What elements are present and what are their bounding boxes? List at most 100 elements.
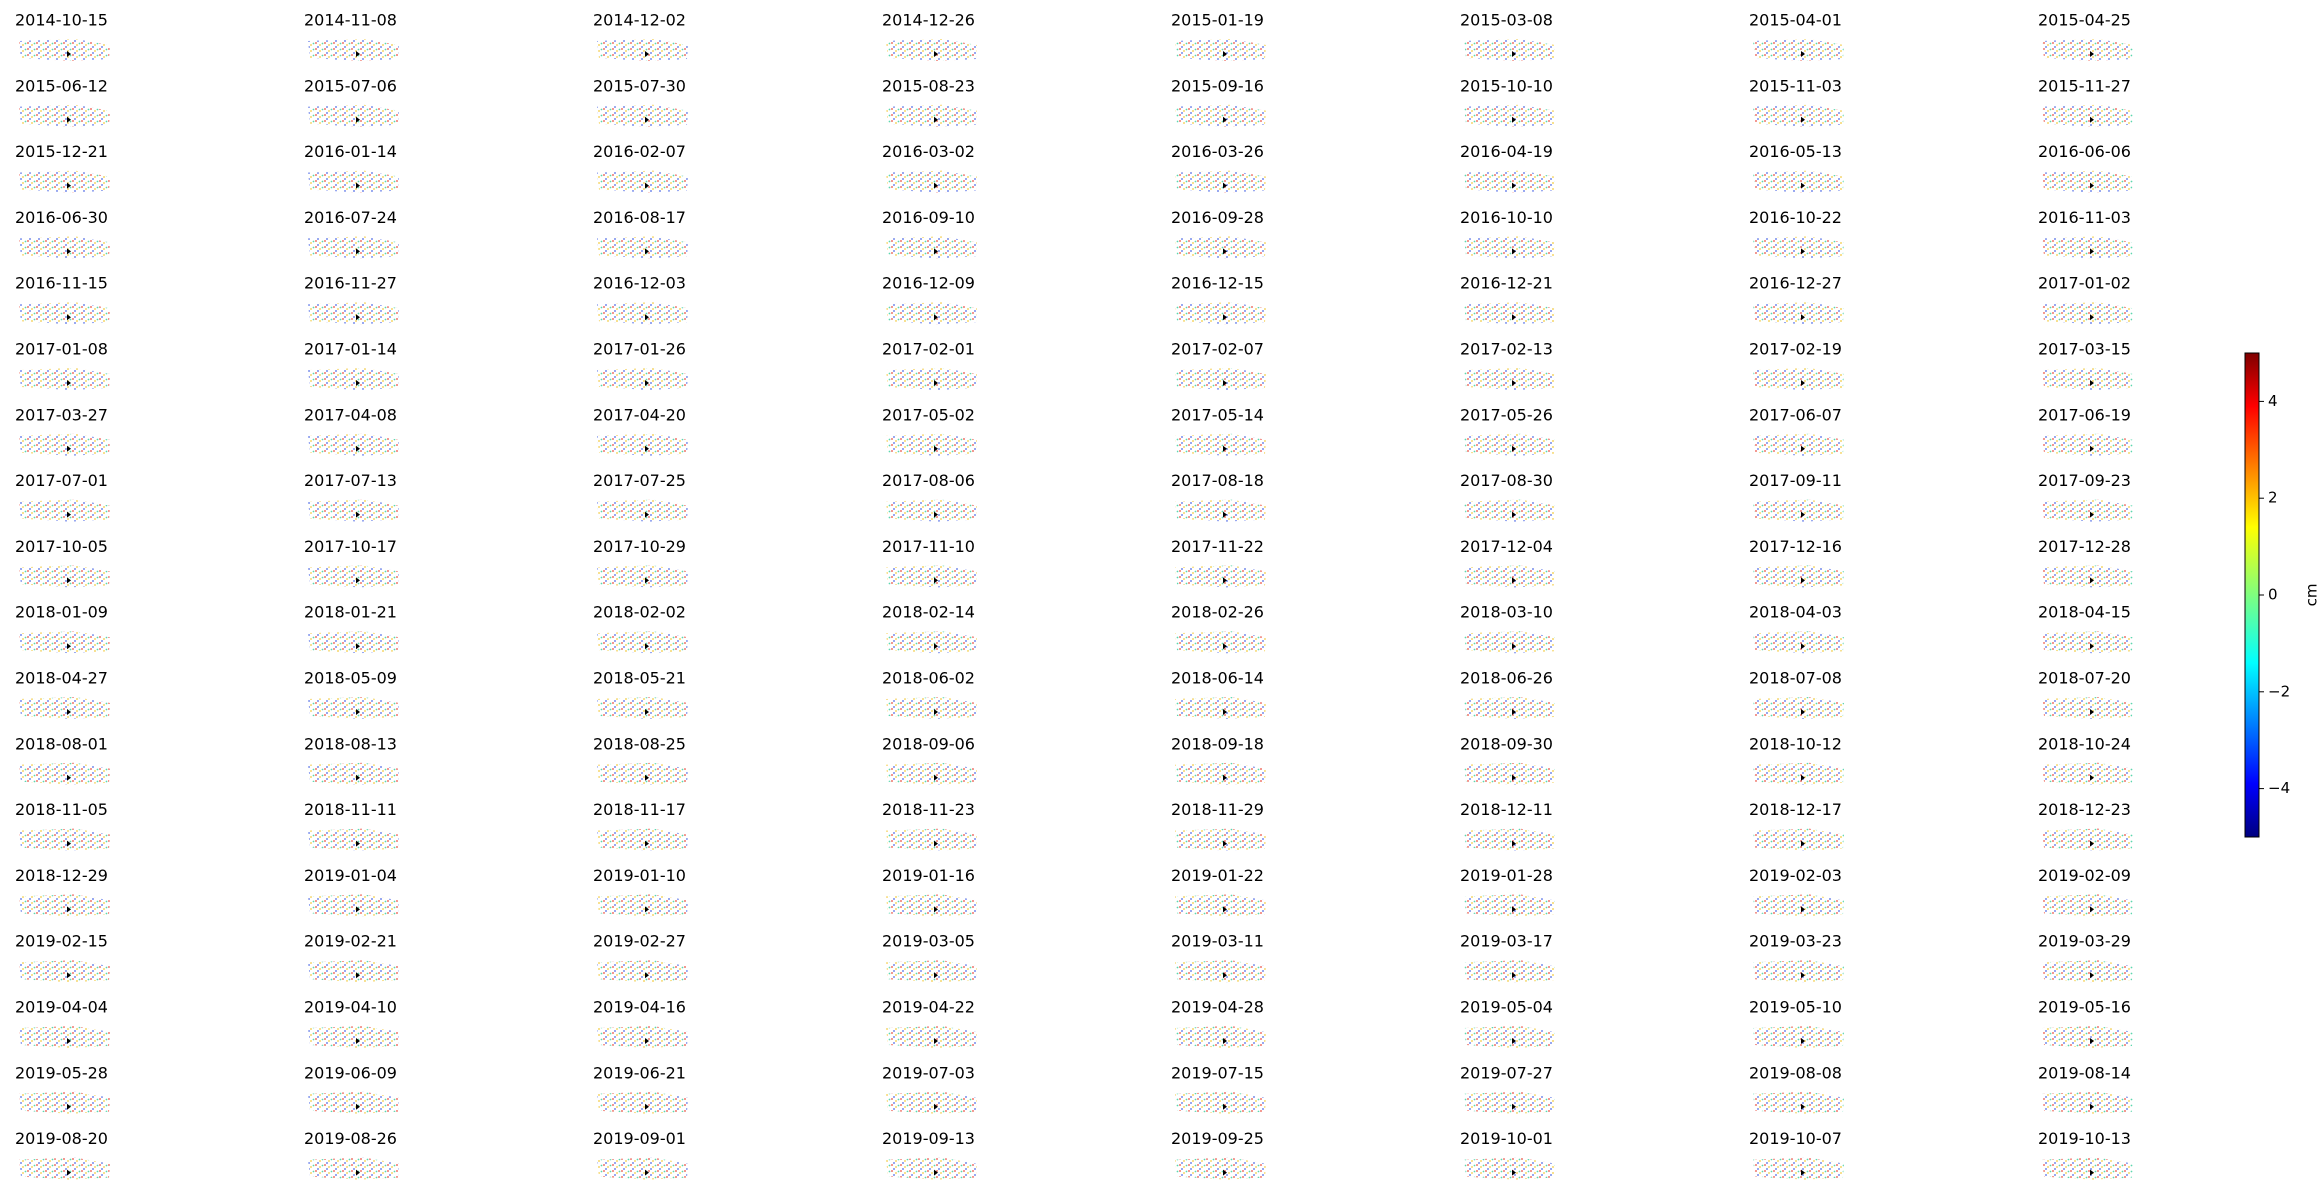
reference-point bbox=[1512, 445, 1516, 452]
map-points bbox=[1464, 697, 1555, 719]
reference-point bbox=[645, 906, 649, 913]
panel-map bbox=[308, 368, 399, 390]
panel-map bbox=[1464, 236, 1555, 259]
reference-point bbox=[2090, 1169, 2094, 1176]
panel-title: 2019-02-21 bbox=[304, 932, 397, 951]
map-points bbox=[308, 433, 399, 456]
panel-map bbox=[1175, 104, 1266, 127]
panel-title: 2019-05-28 bbox=[15, 1063, 108, 1082]
reference-point bbox=[2090, 314, 2094, 321]
reference-point bbox=[356, 511, 360, 518]
map-points bbox=[886, 697, 977, 719]
panel-title: 2018-01-21 bbox=[304, 603, 397, 622]
map-points bbox=[19, 236, 110, 259]
map-points bbox=[1753, 894, 1844, 917]
panel-map bbox=[2042, 302, 2133, 325]
reference-point bbox=[67, 314, 71, 321]
panel-map bbox=[2042, 368, 2133, 390]
map-points bbox=[308, 170, 399, 193]
panel-title: 2019-04-16 bbox=[593, 998, 686, 1017]
map-points bbox=[886, 1091, 977, 1114]
panel-title: 2018-09-06 bbox=[882, 734, 975, 753]
map-points bbox=[597, 828, 688, 851]
reference-point bbox=[645, 445, 649, 452]
reference-point bbox=[645, 51, 649, 57]
colorbar-tick-label: 4 bbox=[2268, 392, 2278, 410]
panel-map bbox=[886, 1157, 977, 1180]
map-points bbox=[308, 828, 399, 851]
map-points bbox=[1753, 1026, 1844, 1048]
map-points bbox=[1753, 631, 1844, 654]
panel-map bbox=[2042, 1026, 2133, 1048]
panel-map bbox=[2042, 828, 2133, 851]
reference-point bbox=[1512, 116, 1516, 123]
map-points bbox=[1175, 894, 1266, 917]
reference-point bbox=[1223, 511, 1227, 518]
panel-map bbox=[597, 302, 688, 325]
panel-map bbox=[1753, 697, 1844, 719]
panel-map bbox=[597, 170, 688, 193]
panel-title: 2019-02-09 bbox=[2038, 866, 2131, 885]
map-points bbox=[1175, 1091, 1266, 1114]
reference-point bbox=[934, 1038, 938, 1044]
panel-map bbox=[886, 236, 977, 259]
panel-map bbox=[1175, 828, 1266, 851]
reference-point bbox=[356, 709, 360, 715]
panel-title: 2016-10-10 bbox=[1460, 208, 1553, 227]
map-points bbox=[2042, 104, 2133, 127]
panel-map bbox=[308, 960, 399, 983]
map-points bbox=[1464, 236, 1555, 259]
map-points bbox=[308, 894, 399, 917]
panel-map bbox=[1464, 960, 1555, 983]
reference-point bbox=[2090, 380, 2094, 386]
panel-title: 2019-02-27 bbox=[593, 932, 686, 951]
panel-map bbox=[597, 828, 688, 851]
reference-point bbox=[934, 972, 938, 979]
panel-map bbox=[308, 631, 399, 654]
panel-map bbox=[1753, 1091, 1844, 1114]
map-points bbox=[1753, 39, 1844, 61]
reference-point bbox=[1801, 840, 1805, 847]
map-points bbox=[2042, 170, 2133, 193]
panel-map bbox=[1464, 565, 1555, 588]
reference-point bbox=[1512, 182, 1516, 189]
panel-map bbox=[19, 236, 110, 259]
panel-map bbox=[886, 170, 977, 193]
map-points bbox=[2042, 433, 2133, 456]
reference-point bbox=[934, 511, 938, 518]
panel-title: 2016-12-03 bbox=[593, 274, 686, 293]
map-points bbox=[19, 433, 110, 456]
map-points bbox=[308, 499, 399, 522]
panel-map bbox=[1175, 499, 1266, 522]
panel-map bbox=[19, 433, 110, 456]
map-points bbox=[1753, 960, 1844, 983]
panel-title: 2019-03-23 bbox=[1749, 932, 1842, 951]
panel-title: 2015-07-06 bbox=[304, 76, 397, 95]
reference-point bbox=[934, 116, 938, 123]
panel-title: 2018-04-15 bbox=[2038, 603, 2131, 622]
reference-point bbox=[1223, 643, 1227, 650]
reference-point bbox=[356, 972, 360, 979]
panel-title: 2019-05-04 bbox=[1460, 998, 1553, 1017]
map-points bbox=[1175, 828, 1266, 851]
map-points bbox=[1753, 828, 1844, 851]
reference-point bbox=[1223, 1103, 1227, 1110]
panel-title: 2016-04-19 bbox=[1460, 142, 1553, 161]
reference-point bbox=[645, 1169, 649, 1176]
panel-title: 2018-06-26 bbox=[1460, 669, 1553, 688]
panel-title: 2019-04-04 bbox=[15, 998, 108, 1017]
panel-map bbox=[886, 39, 977, 61]
panel-title: 2019-05-16 bbox=[2038, 998, 2131, 1017]
panel-title: 2017-05-26 bbox=[1460, 405, 1553, 424]
map-points bbox=[1464, 762, 1555, 785]
map-points bbox=[597, 368, 688, 390]
panel-title: 2015-03-08 bbox=[1460, 11, 1553, 30]
map-points bbox=[308, 302, 399, 325]
panel-title: 2015-11-27 bbox=[2038, 76, 2131, 95]
reference-point bbox=[356, 643, 360, 650]
reference-point bbox=[67, 906, 71, 913]
reference-point bbox=[1801, 1103, 1805, 1110]
reference-point bbox=[645, 314, 649, 321]
map-points bbox=[886, 828, 977, 851]
panel-map bbox=[308, 39, 399, 61]
